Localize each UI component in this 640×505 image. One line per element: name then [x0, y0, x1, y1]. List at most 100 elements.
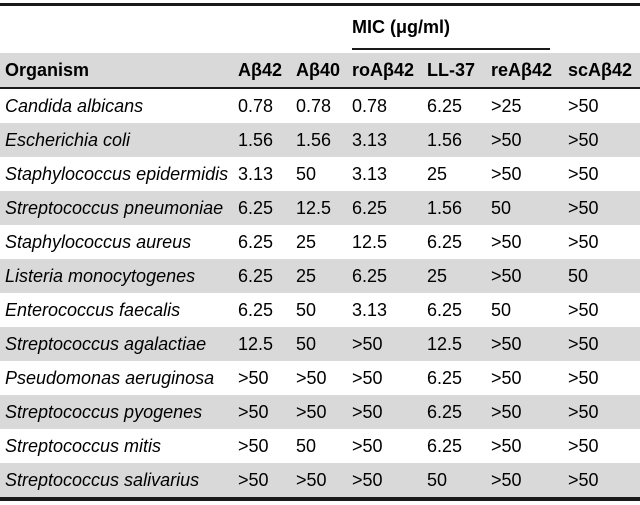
- mic-value: >50: [568, 95, 599, 116]
- mic-value: >50: [352, 435, 383, 456]
- mic-value: 6.25: [238, 197, 274, 218]
- mic-value: >50: [352, 401, 383, 422]
- mic-value: >50: [238, 435, 269, 456]
- mic-value: >50: [296, 401, 327, 422]
- mic-value: >50: [568, 163, 599, 184]
- table-row: Streptococcus mitis >50 50 >50 6.25 >50 >50: [0, 429, 640, 463]
- mic-value: >50: [568, 367, 599, 388]
- mic-value: >50: [568, 129, 599, 150]
- mic-value: 1.56: [238, 129, 274, 150]
- mic-value: 6.25: [238, 299, 274, 320]
- organism-name: Streptococcus agalactiae: [5, 333, 207, 354]
- organism-name: Streptococcus mitis: [5, 435, 162, 456]
- mic-value: >50: [568, 197, 599, 218]
- table-row: Pseudomonas aeruginosa >50 >50 >50 6.25 >50 >5…: [0, 361, 640, 395]
- mic-value: 6.25: [427, 435, 463, 456]
- mic-value: >50: [352, 367, 383, 388]
- table-top-rule: [0, 3, 640, 6]
- mic-value: >50: [491, 367, 522, 388]
- table-row: Escherichia coli 1.56 1.56 3.13 1.56 >50 >50: [0, 123, 640, 157]
- mic-value: 1.56: [296, 129, 332, 150]
- mic-value: 6.25: [238, 231, 274, 252]
- mic-value: 3.13: [352, 163, 388, 184]
- mic-value: >50: [238, 469, 269, 490]
- organism-name: Listeria monocytogenes: [5, 265, 196, 286]
- mic-value: 6.25: [352, 197, 388, 218]
- mic-value: >50: [568, 333, 599, 354]
- mic-value: 12.5: [352, 231, 388, 252]
- column-header-scab42: scAβ42: [568, 59, 633, 80]
- table-row: Staphylococcus epidermidis 3.13 50 3.13 25 >5…: [0, 157, 640, 191]
- mic-value: 50: [427, 469, 448, 490]
- mic-value: 3.13: [352, 299, 388, 320]
- mic-group-header: MIC (μg/ml): [352, 17, 450, 37]
- table-body: Candida albicans 0.78 0.78 0.78 6.25 >25 >50 Es…: [0, 89, 640, 497]
- mic-value: 0.78: [296, 95, 332, 116]
- mic-table: Organism Aβ42 Aβ40 roAβ42 LL-37 reAβ42 s…: [0, 53, 640, 497]
- mic-value: >50: [491, 129, 522, 150]
- organism-name: Pseudomonas aeruginosa: [5, 367, 215, 388]
- mic-value: 50: [296, 435, 317, 456]
- mic-group-underline: [352, 48, 550, 50]
- mic-value: >50: [491, 469, 522, 490]
- mic-value: >50: [568, 231, 599, 252]
- mic-value: >50: [491, 265, 522, 286]
- mic-value: 12.5: [427, 333, 463, 354]
- mic-value: >50: [568, 435, 599, 456]
- table-row: Streptococcus agalactiae 12.5 50 >50 12.5 >50…: [0, 327, 640, 361]
- mic-value: >50: [491, 231, 522, 252]
- organism-name: Escherichia coli: [5, 129, 131, 150]
- table-row: Streptococcus pyogenes >50 >50 >50 6.25 >50 >5…: [0, 395, 640, 429]
- mic-value: 12.5: [296, 197, 332, 218]
- column-header-ab42: Aβ42: [238, 59, 283, 80]
- mic-value: 0.78: [352, 95, 388, 116]
- mic-value: >50: [296, 367, 327, 388]
- mic-value: 3.13: [238, 163, 274, 184]
- table-row: Enterococcus faecalis 6.25 50 3.13 6.25 50 >50: [0, 293, 640, 327]
- table-row: Streptococcus pneumoniae 6.25 12.5 6.25 1.56…: [0, 191, 640, 225]
- mic-value: >50: [491, 401, 522, 422]
- mic-value: 25: [427, 265, 448, 286]
- mic-value: 50: [296, 299, 317, 320]
- mic-value: 25: [427, 163, 448, 184]
- mic-value: 0.78: [238, 95, 274, 116]
- column-header-ll37: LL-37: [427, 59, 476, 80]
- organism-name: Staphylococcus aureus: [5, 231, 192, 252]
- table-bottom-rule: [0, 497, 640, 501]
- column-header-organism: Organism: [5, 59, 90, 80]
- mic-value: 6.25: [427, 231, 463, 252]
- mic-value: 25: [296, 231, 317, 252]
- mic-value: 50: [296, 163, 317, 184]
- mic-value: 6.25: [427, 95, 463, 116]
- mic-value: 6.25: [427, 299, 463, 320]
- mic-value: 6.25: [238, 265, 274, 286]
- mic-value: >50: [568, 401, 599, 422]
- mic-value: 1.56: [427, 197, 463, 218]
- mic-value: >50: [568, 299, 599, 320]
- mic-value: >50: [568, 469, 599, 490]
- organism-name: Enterococcus faecalis: [5, 299, 181, 320]
- mic-value: 1.56: [427, 129, 463, 150]
- mic-value: >25: [491, 95, 522, 116]
- table-row: Staphylococcus aureus 6.25 25 12.5 6.25 >50 >5…: [0, 225, 640, 259]
- mic-value: 50: [296, 333, 317, 354]
- mic-value: >50: [352, 333, 383, 354]
- mic-value: 6.25: [427, 401, 463, 422]
- mic-value: >50: [238, 401, 269, 422]
- column-header-roab42: roAβ42: [352, 59, 415, 80]
- mic-value: 3.13: [352, 129, 388, 150]
- mic-value: 6.25: [427, 367, 463, 388]
- organism-name: Streptococcus salivarius: [5, 469, 200, 490]
- organism-name: Staphylococcus epidermidis: [5, 163, 229, 184]
- mic-value: >50: [491, 163, 522, 184]
- organism-name: Streptococcus pyogenes: [5, 401, 203, 422]
- table-row: Candida albicans 0.78 0.78 0.78 6.25 >25 >50: [0, 89, 640, 123]
- table-header-row: Organism Aβ42 Aβ40 roAβ42 LL-37 reAβ42 s…: [0, 53, 640, 89]
- mic-value: 50: [491, 299, 512, 320]
- column-header-reab42: reAβ42: [491, 59, 553, 80]
- mic-value: 6.25: [352, 265, 388, 286]
- mic-value: 25: [296, 265, 317, 286]
- table-row: Streptococcus salivarius >50 >50 >50 50 >50 >5…: [0, 463, 640, 497]
- column-header-ab40: Aβ40: [296, 59, 341, 80]
